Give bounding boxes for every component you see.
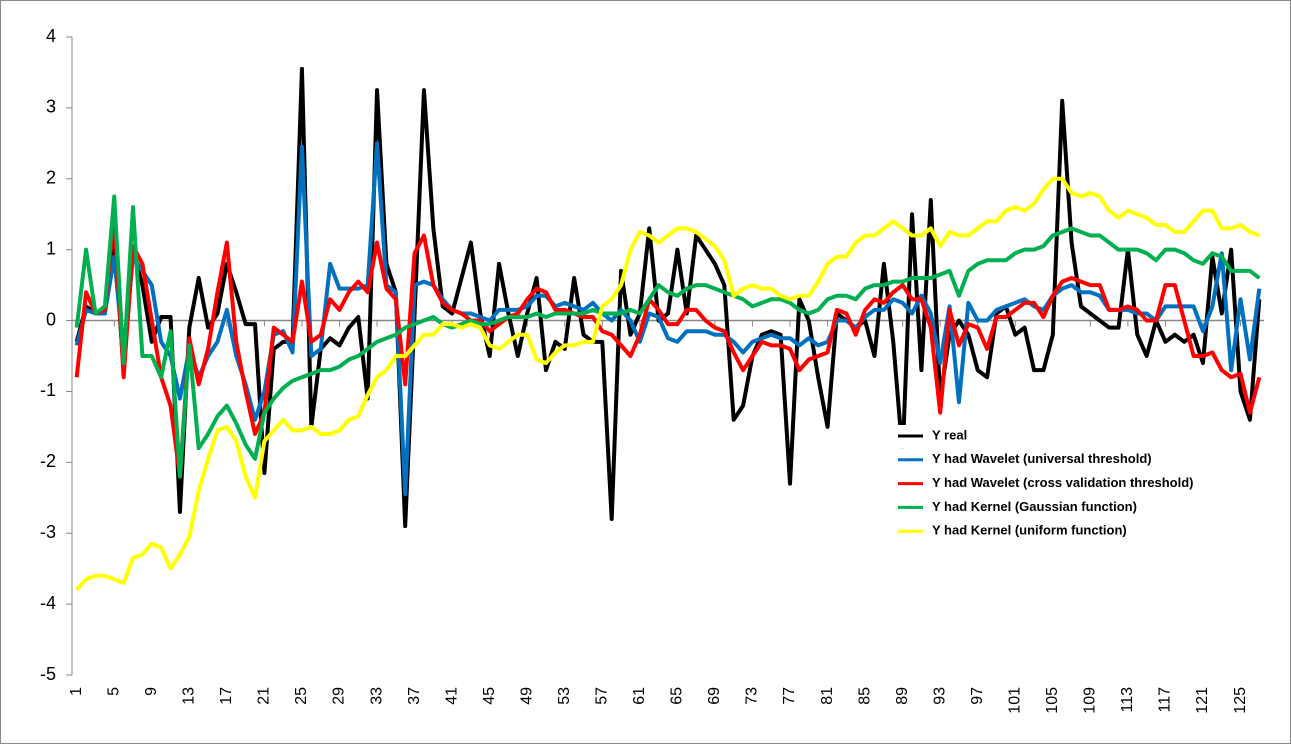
x-tick-label: 89 (894, 687, 911, 705)
legend-bg (892, 472, 1262, 497)
y-tick-label: 3 (46, 97, 56, 117)
legend-bg (892, 520, 1262, 544)
x-tick-label: 49 (518, 687, 535, 705)
x-tick-label: 37 (406, 687, 423, 705)
x-tick-label: 21 (256, 687, 273, 705)
x-tick-label: 93 (931, 687, 948, 705)
x-tick-label: 121 (1194, 687, 1211, 714)
x-tick-label: 69 (706, 687, 723, 705)
legend-label: Y real (932, 427, 967, 442)
series-line (74, 66, 1262, 529)
y-tick-label: 1 (46, 238, 56, 258)
x-tick-label: 61 (631, 687, 648, 705)
legend-label: Y had Wavelet (cross validation threshol… (932, 475, 1194, 490)
legend-bg (892, 425, 1262, 449)
y-tick-label: -5 (40, 664, 56, 684)
x-tick-label: 109 (1082, 687, 1099, 714)
x-tick-label: 113 (1119, 687, 1136, 713)
x-tick-label: 1 (68, 687, 85, 696)
legend-label: Y had Kernel (Gaussian function) (932, 499, 1137, 514)
series-line (75, 176, 1261, 592)
y-tick-label: 2 (46, 168, 56, 188)
x-tick-label: 101 (1006, 687, 1023, 714)
y-tick-label: 4 (46, 26, 56, 46)
x-tick-label: 41 (443, 687, 460, 705)
x-tick-label: 17 (218, 687, 235, 705)
series-line (74, 194, 1261, 479)
x-tick-label: 105 (1044, 687, 1061, 714)
series-line (74, 212, 1262, 479)
x-tick-label: 65 (669, 687, 686, 705)
legend-label: Y had Wavelet (universal threshold) (932, 451, 1152, 466)
y-tick-label: -2 (40, 451, 56, 471)
x-tick-label: 73 (744, 687, 761, 705)
x-tick-label: 85 (856, 687, 873, 705)
x-tick-label: 45 (481, 687, 498, 705)
y-tick-label: -3 (40, 522, 56, 542)
x-tick-label: 5 (105, 687, 122, 696)
x-tick-label: 25 (293, 687, 310, 705)
x-tick-label: 33 (368, 687, 385, 705)
y-tick-label: 0 (46, 309, 56, 329)
x-tick-label: 29 (331, 687, 348, 705)
x-tick-label: 117 (1157, 687, 1174, 713)
y-tick-label: -1 (40, 380, 56, 400)
legend-bg (892, 496, 1262, 521)
legend-bg (892, 448, 1262, 473)
x-tick-label: 9 (143, 687, 160, 696)
y-tick-label: -4 (40, 593, 56, 613)
x-tick-label: 53 (556, 687, 573, 705)
x-tick-label: 77 (781, 687, 798, 705)
x-tick-label: 57 (594, 687, 611, 705)
x-tick-label: 81 (819, 687, 836, 705)
legend-label: Y had Kernel (uniform function) (932, 523, 1127, 538)
x-tick-label: 125 (1232, 687, 1249, 714)
x-tick-label: 97 (969, 687, 986, 705)
x-tick-label: 13 (181, 687, 198, 705)
